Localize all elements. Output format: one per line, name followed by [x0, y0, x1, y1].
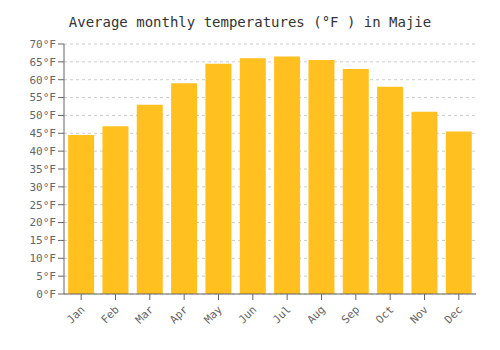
- svg-text:0°F: 0°F: [36, 288, 56, 301]
- svg-text:Jul: Jul: [270, 303, 293, 326]
- svg-text:50°F: 50°F: [30, 109, 57, 122]
- svg-text:60°F: 60°F: [30, 74, 57, 87]
- html-text:Average monthly temperatures (: Average monthly temperatures (°F ) in Ma…: [68, 14, 432, 30]
- svg-text:Feb: Feb: [99, 303, 122, 326]
- svg-text:40°F: 40°F: [30, 145, 57, 158]
- svg-text:55°F: 55°F: [30, 91, 57, 104]
- svg-text:5°F: 5°F: [36, 270, 56, 283]
- svg-text:20°F: 20°F: [30, 216, 57, 229]
- svg-text:10°F: 10°F: [30, 252, 57, 265]
- svg-text:30°F: 30°F: [30, 181, 57, 194]
- svg-text:25°F: 25°F: [30, 199, 57, 212]
- svg-text:35°F: 35°F: [30, 163, 57, 176]
- svg-text:Jun: Jun: [236, 303, 259, 326]
- svg-text:Dec: Dec: [442, 303, 465, 326]
- svg-text:Jan: Jan: [64, 303, 87, 326]
- svg-text:15°F: 15°F: [30, 234, 57, 247]
- svg-text:Aug: Aug: [305, 303, 328, 326]
- svg-text:65°F: 65°F: [30, 56, 57, 69]
- svg-text:Apr: Apr: [167, 303, 191, 327]
- svg-text:Mar: Mar: [133, 303, 157, 327]
- svg-text:Oct: Oct: [373, 303, 396, 326]
- svg-text:May: May: [202, 303, 226, 327]
- svg-text:Sep: Sep: [339, 303, 362, 326]
- svg-text:70°F: 70°F: [30, 38, 57, 51]
- svg-text:45°F: 45°F: [30, 127, 57, 140]
- svg-text:Nov: Nov: [408, 303, 432, 327]
